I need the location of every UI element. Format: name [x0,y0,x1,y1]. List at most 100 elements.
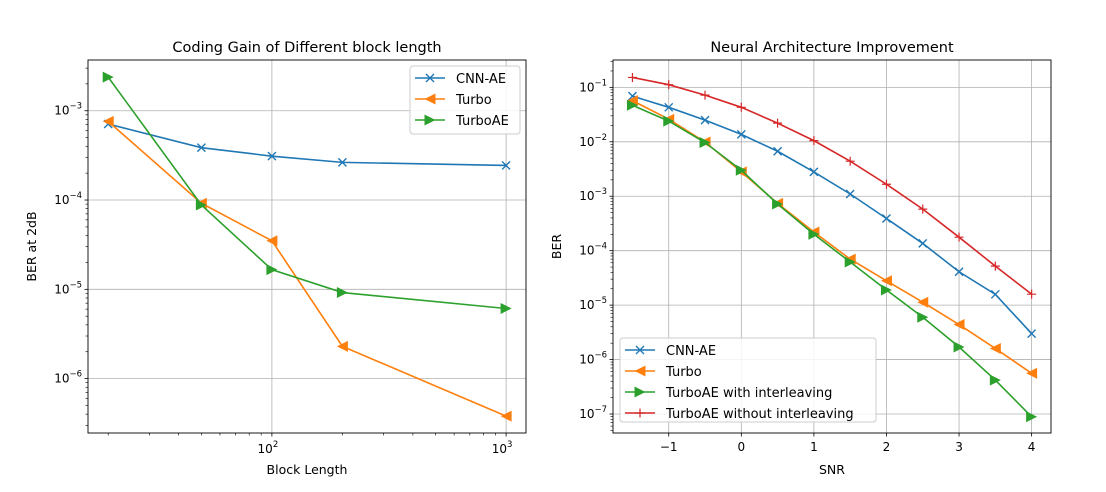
legend-marker [635,408,645,418]
data-point [772,198,784,210]
y-tick-label: 10−3 [54,102,82,118]
chart-title: Coding Gain of Different block length [172,40,441,56]
data-point [1027,289,1037,299]
chart-neural-architecture: 10−110−210−310−410−510−610−7−1 0 1 2 3 4Neura… [549,40,1052,477]
data-point [954,267,964,277]
data-point [773,146,783,156]
data-point [267,151,277,161]
legend-marker [635,345,645,355]
x-tick-exponent: 2 [273,440,278,450]
legend-label: Turbo [455,93,492,108]
y-tick-base: 10 [54,282,69,296]
data-point [736,129,746,139]
data-point [337,157,347,167]
data-point [664,102,674,112]
legend-item: CNN-AE [625,344,716,359]
x-axis-label: SNR [819,462,845,477]
data-point [500,302,512,314]
data-point [500,410,512,422]
data-point [918,238,928,248]
data-point [1026,367,1038,379]
data-point [808,228,820,240]
series-line-turboae-without-interleaving [632,76,1033,295]
y-tick-exponent: −7 [594,405,607,415]
y-tick-label: 10−6 [579,351,607,367]
data-point [953,341,965,353]
data-point [195,199,207,211]
data-point [699,137,711,149]
legend-label: CNN-AE [456,72,506,87]
data-point [1027,329,1037,339]
y-tick-base: 10 [579,407,594,421]
data-point [881,179,891,189]
y-tick-exponent: −5 [69,280,82,290]
data-point [773,118,783,128]
y-tick-base: 10 [579,298,594,312]
y-axis-label: BER at 2dB [24,211,39,281]
x-tick-label: 3 [955,440,963,454]
legend-label: TurboAE [455,114,509,129]
data-point [880,284,892,296]
data-point [1026,411,1038,423]
data-point [881,214,891,223]
legend-box [619,337,877,423]
y-axis-label: BER [549,234,564,259]
legend-label: Turbo [665,365,702,380]
data-point [336,340,348,352]
legend-marker [634,386,646,398]
data-point [664,80,674,90]
y-tick-label: 10−7 [579,405,607,421]
x-tick-label: 0 [737,440,745,454]
x-tick-base: 10 [258,442,273,456]
legend-item: TurboAE with interleaving [625,386,832,401]
series-line-turboae-with-interleaving [632,104,1033,418]
data-point [917,311,929,323]
legend-marker [425,73,435,83]
x-tick-label: 102 [258,440,279,456]
y-tick-exponent: −3 [594,187,607,197]
data-point [990,261,1000,271]
data-point [736,102,746,112]
y-tick-label: 10−2 [579,133,607,149]
data-point [918,204,928,214]
legend-marker [634,365,646,377]
y-tick-base: 10 [579,353,594,367]
x-tick-exponent: 3 [507,440,512,450]
axes-frame [612,59,1052,434]
data-point [336,287,348,299]
legend-box [409,65,521,135]
legend: CNN-AE Turbo TurboAE with interleaving Turb… [619,337,877,423]
data-point [917,296,929,308]
y-tick-exponent: −5 [594,296,607,306]
data-point [266,235,278,247]
legend-label: TurboAE with interleaving [665,386,832,401]
y-tick-base: 10 [579,135,594,149]
y-tick-label: 10−3 [579,187,607,203]
x-tick-label: 2 [883,440,891,454]
legend-item: TurboAE [415,114,509,129]
x-tick-label: 103 [492,440,513,456]
y-tick-exponent: −4 [69,191,82,201]
y-tick-label: 10−4 [54,191,82,207]
legend-label: CNN-AE [666,344,716,359]
y-tick-exponent: −2 [594,133,607,143]
y-tick-exponent: −6 [594,351,607,361]
data-point [989,342,1001,354]
y-tick-base: 10 [579,80,594,94]
y-tick-base: 10 [579,189,594,203]
data-point [844,256,856,268]
y-tick-exponent: −4 [594,242,607,252]
data-point [809,136,819,146]
legend-marker [424,93,436,105]
data-point [102,71,114,83]
axes-frame [87,59,527,434]
x-tick-base: 10 [492,442,507,456]
series-line-cnn-ae [632,95,1033,335]
y-tick-base: 10 [54,372,69,386]
data-point [626,99,638,111]
y-tick-base: 10 [54,104,69,118]
data-point [102,115,114,127]
y-tick-exponent: −1 [594,78,607,88]
data-point [700,115,710,125]
